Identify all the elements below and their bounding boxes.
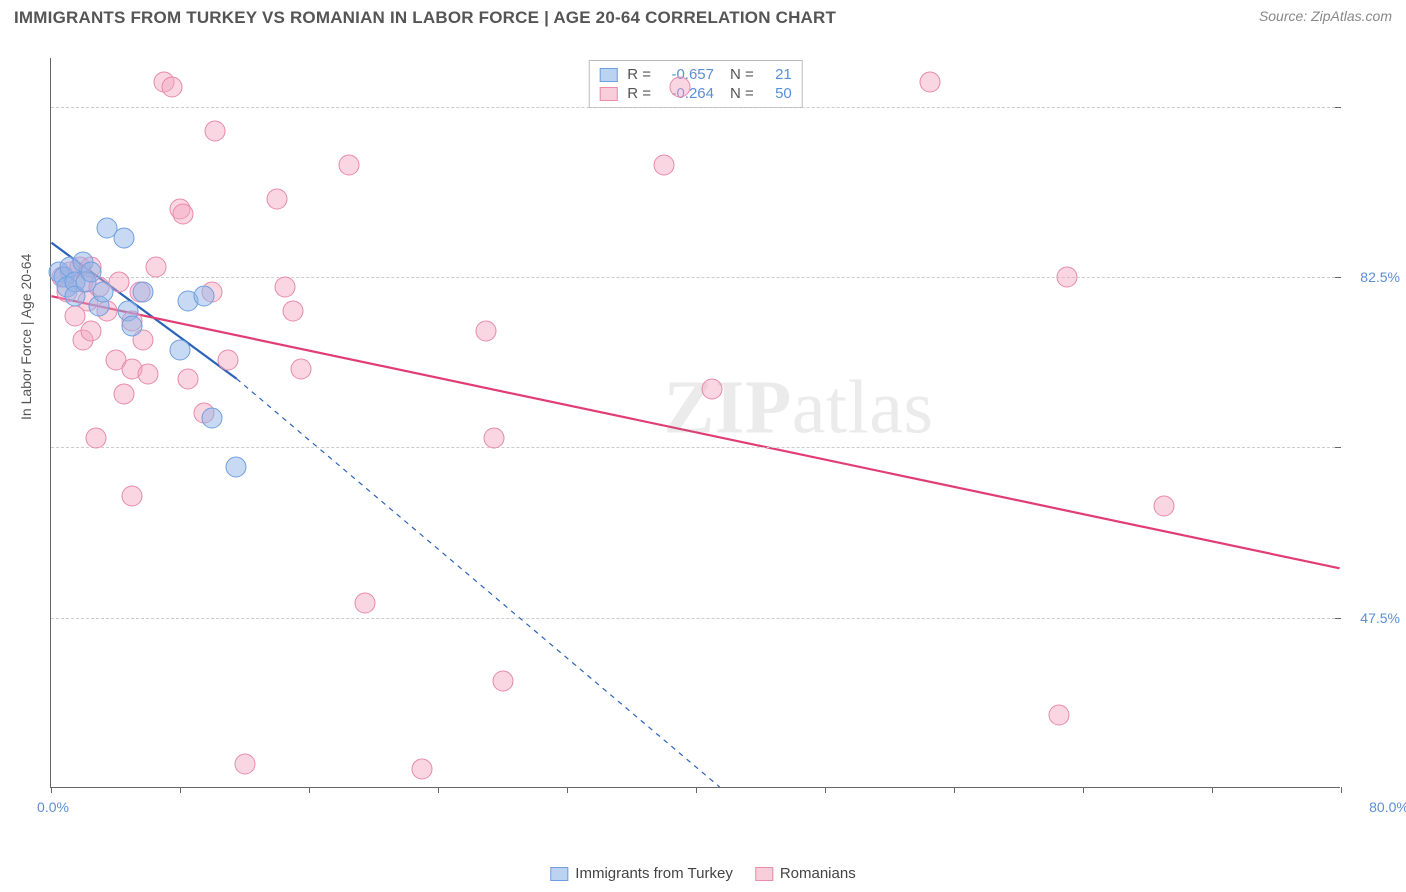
n-value: 50: [762, 85, 792, 102]
x-tick-mark: [825, 787, 826, 793]
x-tick-mark: [51, 787, 52, 793]
scatter-point-romanians: [492, 670, 513, 691]
y-tick-label: 82.5%: [1345, 269, 1400, 285]
scatter-point-turkey: [132, 281, 153, 302]
correlation-legend-row: R =-0.657N =21: [599, 65, 792, 84]
scatter-point-romanians: [266, 189, 287, 210]
scatter-point-romanians: [178, 369, 199, 390]
x-tick-mark: [309, 787, 310, 793]
gridline-h: [51, 107, 1340, 108]
trend-line: [237, 379, 720, 787]
scatter-point-romanians: [282, 301, 303, 322]
legend-label: Romanians: [780, 865, 856, 882]
gridline-h: [51, 447, 1340, 448]
x-tick-label: 80.0%: [1369, 799, 1406, 815]
scatter-point-turkey: [81, 262, 102, 283]
source-attribution: Source: ZipAtlas.com: [1259, 8, 1392, 24]
scatter-point-turkey: [121, 315, 142, 336]
chart-plot-area: ZIPatlas R =-0.657N =21R =-0.264N =50 47…: [50, 58, 1340, 788]
scatter-point-turkey: [170, 340, 191, 361]
scatter-point-romanians: [355, 593, 376, 614]
scatter-point-romanians: [121, 486, 142, 507]
x-tick-mark: [954, 787, 955, 793]
r-label: R =: [627, 85, 651, 102]
x-tick-mark: [438, 787, 439, 793]
scatter-point-turkey: [202, 408, 223, 429]
scatter-point-romanians: [205, 121, 226, 142]
y-tick-mark: [1335, 107, 1341, 108]
r-label: R =: [627, 66, 651, 83]
y-tick-mark: [1335, 277, 1341, 278]
legend-item: Immigrants from Turkey: [550, 865, 733, 882]
legend-swatch-icon: [550, 867, 568, 881]
x-tick-mark: [1212, 787, 1213, 793]
legend-swatch-icon: [755, 867, 773, 881]
watermark-bold: ZIP: [664, 365, 792, 449]
x-tick-label: 0.0%: [37, 799, 69, 815]
x-tick-mark: [1341, 787, 1342, 793]
y-tick-mark: [1335, 447, 1341, 448]
legend-swatch-icon: [599, 68, 617, 82]
watermark-thin: atlas: [792, 365, 934, 449]
gridline-h: [51, 618, 1340, 619]
scatter-point-romanians: [702, 378, 723, 399]
chart-title: IMMIGRANTS FROM TURKEY VS ROMANIAN IN LA…: [14, 8, 836, 28]
scatter-point-romanians: [218, 349, 239, 370]
legend-swatch-icon: [599, 87, 617, 101]
scatter-point-romanians: [86, 427, 107, 448]
correlation-legend-box: R =-0.657N =21R =-0.264N =50: [588, 60, 803, 108]
legend-label: Immigrants from Turkey: [575, 865, 733, 882]
scatter-point-romanians: [1048, 705, 1069, 726]
scatter-point-turkey: [194, 286, 215, 307]
legend-item: Romanians: [755, 865, 856, 882]
scatter-point-romanians: [411, 758, 432, 779]
scatter-point-romanians: [290, 359, 311, 380]
series-legend: Immigrants from Turkey Romanians: [550, 865, 855, 882]
scatter-point-romanians: [113, 383, 134, 404]
scatter-point-romanians: [234, 753, 255, 774]
scatter-point-romanians: [81, 320, 102, 341]
scatter-point-romanians: [161, 77, 182, 98]
scatter-point-romanians: [137, 364, 158, 385]
correlation-legend-row: R =-0.264N =50: [599, 84, 792, 103]
scatter-point-romanians: [669, 77, 690, 98]
x-tick-mark: [567, 787, 568, 793]
x-tick-mark: [180, 787, 181, 793]
trend-lines-layer: [51, 58, 1340, 787]
y-tick-label: 47.5%: [1345, 610, 1400, 626]
scatter-point-romanians: [173, 203, 194, 224]
scatter-point-romanians: [1153, 495, 1174, 516]
x-tick-mark: [696, 787, 697, 793]
x-tick-mark: [1083, 787, 1084, 793]
scatter-point-turkey: [92, 281, 113, 302]
gridline-h: [51, 277, 1340, 278]
scatter-point-turkey: [226, 456, 247, 477]
scatter-point-turkey: [113, 228, 134, 249]
scatter-point-romanians: [484, 427, 505, 448]
scatter-point-romanians: [1056, 267, 1077, 288]
scatter-point-romanians: [339, 155, 360, 176]
n-value: 21: [762, 66, 792, 83]
n-label: N =: [730, 66, 754, 83]
watermark: ZIPatlas: [664, 364, 934, 451]
scatter-point-romanians: [476, 320, 497, 341]
y-tick-mark: [1335, 618, 1341, 619]
y-axis-title: In Labor Force | Age 20-64: [18, 254, 34, 420]
trend-line: [51, 296, 1339, 568]
n-label: N =: [730, 85, 754, 102]
scatter-point-romanians: [653, 155, 674, 176]
scatter-point-romanians: [145, 257, 166, 278]
scatter-point-romanians: [919, 72, 940, 93]
scatter-point-romanians: [274, 276, 295, 297]
